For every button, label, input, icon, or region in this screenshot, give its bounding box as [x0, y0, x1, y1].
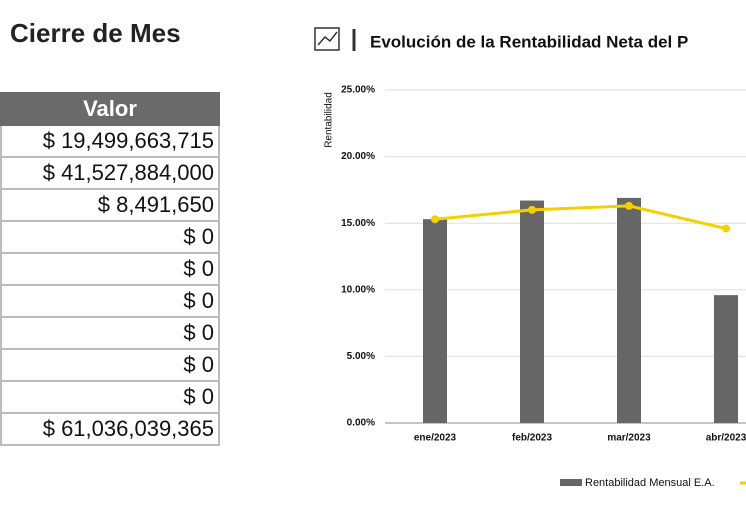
table-row: $ 0 — [0, 284, 220, 318]
value-cell: $ 0 — [0, 380, 220, 414]
chart-icon — [314, 27, 356, 51]
legend-swatch — [560, 479, 582, 486]
value-cell: $ 61,036,039,365 — [0, 412, 220, 446]
summary-table: Valor $ 19,499,663,715 $ 41,527,884,000 $ 8… — [0, 92, 220, 446]
line-point — [431, 215, 439, 224]
value-cell: $ 0 — [0, 316, 220, 350]
header-row: Valor — [0, 92, 220, 126]
line-point — [722, 224, 730, 233]
value-cell: $ 0 — [0, 252, 220, 286]
page-title: Cierre de Mes — [10, 18, 181, 48]
bar — [423, 219, 447, 423]
line-point — [528, 205, 536, 214]
table-row: $ 0 — [0, 348, 220, 382]
y-axis-label: Rentabilidad — [324, 92, 335, 148]
y-tick-label: 20.00% — [341, 151, 375, 162]
y-tick-label: 10.00% — [341, 284, 375, 295]
value-cell: $ 0 — [0, 348, 220, 382]
value-cell: $ 41,527,884,000 — [0, 156, 220, 190]
x-tick-label: ene/2023 — [414, 433, 457, 444]
table-row: $ 8,491,650 — [0, 188, 220, 222]
column-header: Valor — [0, 92, 220, 126]
y-tick-label: 5.00% — [347, 351, 375, 362]
y-tick-label: 0.00% — [347, 418, 375, 429]
table-row: $ 0 — [0, 380, 220, 414]
table-row: $ 0 — [0, 316, 220, 350]
bar — [520, 200, 544, 423]
x-tick-label: mar/2023 — [607, 433, 651, 444]
value-cell: $ 0 — [0, 220, 220, 254]
line-point — [625, 201, 633, 210]
value-cell: $ 8,491,650 — [0, 188, 220, 222]
value-cell: $ 19,499,663,715 — [0, 124, 220, 158]
chart-title: Evolución de la Rentabilidad Neta del P — [370, 32, 688, 51]
x-tick-label: feb/2023 — [512, 433, 552, 444]
table-row: $ 61,036,039,365 — [0, 412, 220, 446]
table-row: $ 19,499,663,715 — [0, 124, 220, 158]
table-row: $ 0 — [0, 220, 220, 254]
y-tick-label: 25.00% — [341, 85, 375, 96]
bar — [714, 295, 738, 423]
line — [434, 204, 727, 230]
legend-label: Rentabilidad Mensual E.A. — [585, 477, 715, 489]
bar — [617, 197, 641, 423]
table-row: $ 0 — [0, 252, 220, 286]
table-row: $ 41,527,884,000 — [0, 156, 220, 190]
x-tick-label: abr/2023 — [706, 433, 746, 444]
y-tick-label: 15.00% — [341, 218, 375, 229]
value-cell: $ 0 — [0, 284, 220, 318]
